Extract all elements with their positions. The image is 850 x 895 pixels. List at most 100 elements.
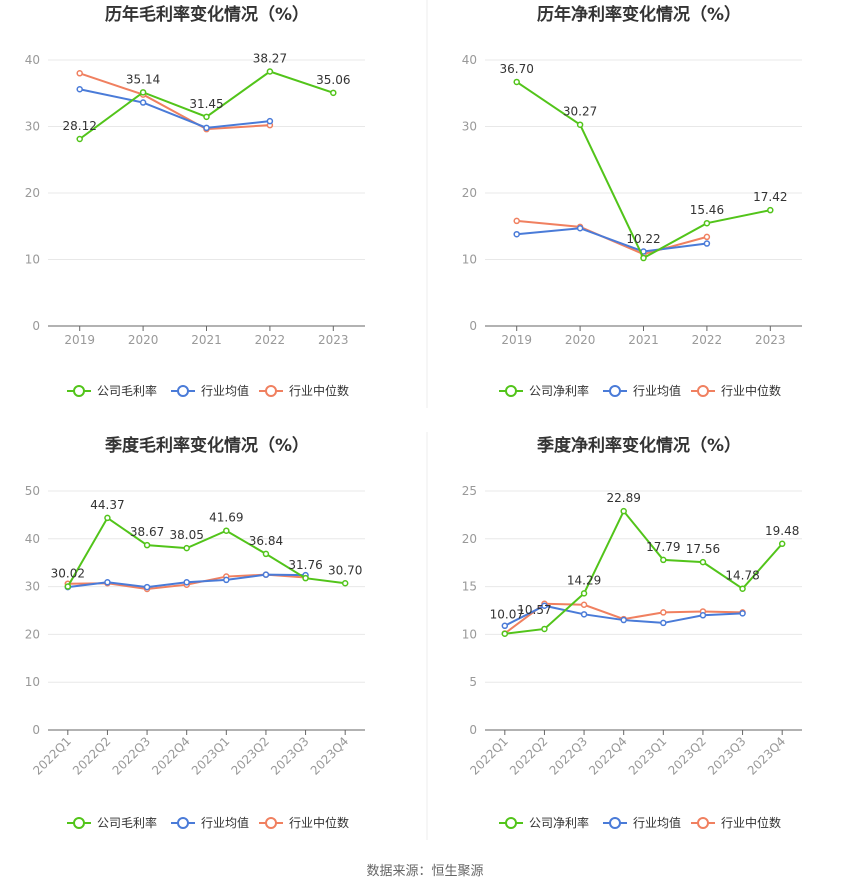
data-point	[739, 585, 746, 592]
legend-item-industry-avg: 行业均值	[171, 815, 249, 830]
y-tick-label: 20	[462, 186, 477, 200]
legend-swatch-marker	[265, 385, 277, 397]
data-label: 17.42	[753, 190, 787, 204]
data-point	[501, 622, 509, 630]
y-tick-label: 5	[469, 675, 477, 689]
x-tick-label: 2022Q3	[547, 734, 591, 778]
data-label: 17.79	[646, 540, 680, 554]
x-tick-label: 2020	[565, 333, 596, 347]
legend-swatch-marker	[177, 385, 189, 397]
data-label: 14.78	[725, 569, 759, 583]
legend-label: 行业均值	[633, 383, 681, 398]
y-tick-label: 50	[25, 484, 40, 498]
y-tick-label: 0	[32, 319, 40, 333]
legend-swatch-marker	[697, 385, 709, 397]
legend-item-industry-median: 行业中位数	[259, 383, 349, 398]
legend-label: 行业中位数	[289, 383, 349, 398]
data-point	[302, 574, 309, 582]
data-label: 30.27	[563, 105, 597, 119]
data-point	[699, 612, 707, 619]
data-label: 30.70	[328, 563, 362, 577]
data-point	[620, 616, 627, 624]
legend-item-industry-avg: 行业均值	[171, 383, 249, 398]
data-point	[183, 544, 190, 552]
data-point	[541, 625, 548, 633]
legend-swatch-marker	[73, 817, 85, 829]
data-label: 31.76	[288, 558, 322, 572]
x-tick-label: 2022	[692, 333, 723, 347]
x-tick-label: 2023Q4	[308, 734, 352, 778]
chart-title: 历年毛利率变化情况（%）	[105, 4, 309, 25]
x-tick-label: 2023Q2	[228, 734, 272, 778]
y-tick-label: 40	[25, 53, 40, 67]
y-tick-label: 10	[462, 253, 477, 267]
data-point	[203, 113, 210, 121]
x-tick-label: 2023Q3	[268, 734, 312, 778]
data-label: 14.29	[567, 573, 601, 587]
data-point	[143, 583, 151, 591]
legend-item-company: 公司毛利率	[67, 815, 157, 830]
legend-swatch-marker	[265, 817, 277, 829]
legend-label: 公司净利率	[529, 383, 589, 398]
data-point	[513, 217, 520, 225]
series-line-industry-avg	[516, 227, 708, 253]
data-point	[576, 224, 584, 232]
x-tick-label: 2020	[128, 333, 159, 347]
y-tick-label: 15	[462, 580, 477, 594]
y-tick-label: 10	[462, 627, 477, 641]
data-point	[580, 611, 588, 618]
data-label: 15.46	[690, 203, 724, 217]
y-tick-label: 25	[462, 484, 477, 498]
data-point	[660, 556, 667, 564]
legend-item-industry-median: 行业中位数	[691, 815, 781, 830]
x-tick-label: 2022Q4	[586, 734, 630, 778]
data-point	[778, 540, 786, 548]
data-point	[203, 124, 210, 132]
data-point	[501, 630, 509, 637]
chart-panel-3: 季度毛利率变化情况（%）010203040502022Q12022Q22022Q…	[25, 435, 365, 830]
legend-label: 公司净利率	[529, 815, 589, 830]
data-point	[341, 580, 349, 587]
legend-label: 公司毛利率	[97, 815, 157, 830]
data-label: 10.22	[626, 232, 660, 246]
chart-panel-2: 历年净利率变化情况（%） 0 10 20 30 40 2019 2020 2021 2022 202…	[462, 4, 802, 398]
data-label: 38.67	[130, 525, 164, 539]
data-point	[76, 135, 83, 143]
data-point	[541, 602, 548, 609]
y-tick-label: 10	[25, 253, 40, 267]
source-note: 数据来源：恒生聚源	[366, 864, 483, 879]
data-point	[513, 78, 520, 86]
legend-swatch-marker	[505, 385, 517, 397]
data-point	[223, 527, 230, 534]
x-tick-label: 2019	[501, 333, 532, 347]
data-point	[143, 541, 151, 549]
x-tick-label: 2022Q2	[507, 734, 551, 778]
data-label: 30.02	[51, 567, 85, 581]
x-tick-label: 2023Q1	[189, 734, 233, 778]
data-label: 36.70	[500, 62, 534, 76]
x-tick-label: 2022Q1	[30, 734, 74, 778]
data-label: 35.14	[126, 72, 160, 86]
legend-label: 行业中位数	[721, 815, 781, 830]
data-label: 19.48	[765, 524, 799, 538]
data-point	[699, 558, 707, 566]
data-point	[660, 619, 667, 627]
y-tick-label: 10	[25, 675, 40, 689]
x-tick-label: 2022Q2	[70, 734, 114, 778]
legend-label: 公司毛利率	[97, 383, 157, 398]
data-point	[703, 219, 711, 227]
y-tick-label: 30	[25, 580, 40, 594]
x-tick-label: 2023	[318, 333, 349, 347]
series-line-industry-avg	[79, 88, 271, 129]
data-point	[580, 590, 588, 597]
x-tick-label: 2021	[628, 333, 659, 347]
legend-item-industry-avg: 行业均值	[603, 383, 681, 398]
x-tick-label: 2019	[64, 333, 95, 347]
data-point	[266, 117, 274, 125]
data-point	[262, 571, 270, 578]
legend-item-company: 公司净利率	[499, 383, 589, 398]
x-tick-label: 2023Q1	[626, 734, 670, 778]
data-point	[330, 89, 337, 97]
y-tick-label: 30	[25, 120, 40, 134]
legend-label: 行业中位数	[289, 815, 349, 830]
